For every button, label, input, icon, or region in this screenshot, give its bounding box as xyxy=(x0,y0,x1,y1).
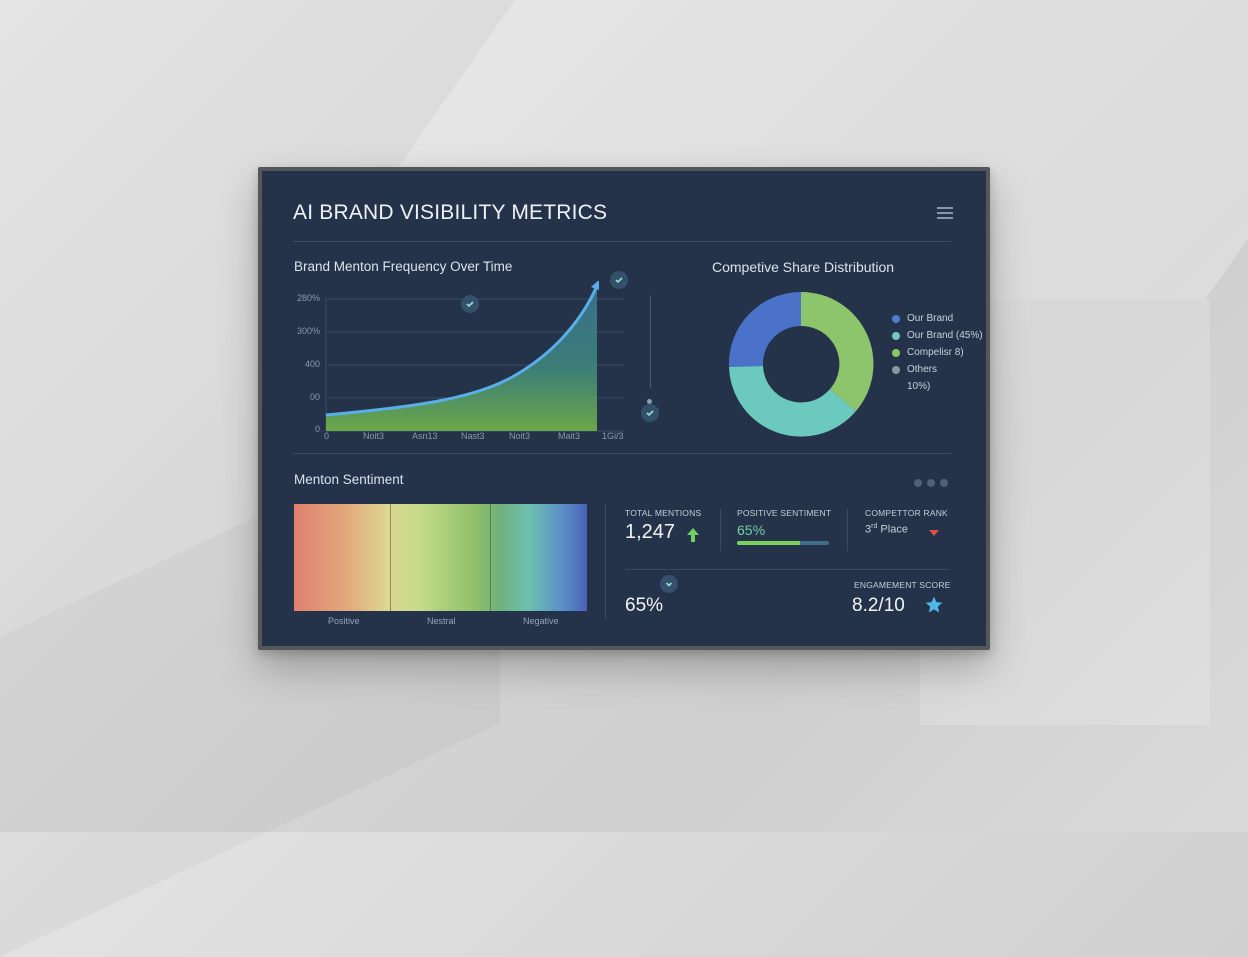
arrow-up-icon xyxy=(687,528,699,542)
legend-dot-icon xyxy=(892,331,900,340)
y-tick: 280% xyxy=(296,293,320,303)
legend-label: Our Brand (45%) xyxy=(907,330,983,341)
sentiment-percent-value: 65% xyxy=(625,595,664,616)
legend-dot-icon xyxy=(892,314,900,323)
pie-chart-title: Competive Share Distribution xyxy=(712,259,895,275)
scroll-track[interactable] xyxy=(650,295,651,388)
line-chart-title: Brand Menton Frequency Over Time xyxy=(294,259,513,274)
legend-item[interactable]: Our Brand (45%) xyxy=(892,327,983,344)
x-tick: 1Gi/3 xyxy=(602,431,624,441)
section-divider xyxy=(293,453,951,454)
line-chart-plot xyxy=(325,281,624,432)
y-tick: 0 xyxy=(314,424,320,434)
legend-label: Others xyxy=(907,364,938,375)
arrow-down-icon xyxy=(929,530,939,536)
checkmark-icon[interactable] xyxy=(641,404,659,422)
y-tick: 400 xyxy=(304,359,320,369)
stats-divider xyxy=(605,504,606,619)
engagement-score-label: ENGAMEMENT SCORE xyxy=(854,580,951,590)
checkmark-icon[interactable] xyxy=(610,271,628,289)
legend-dot-icon xyxy=(892,348,900,357)
legend-item[interactable]: Others xyxy=(892,361,983,378)
x-tick: Asn13 xyxy=(412,431,438,441)
header-divider xyxy=(293,241,951,242)
page-title: AI BRAND VISIBILITY METRICS xyxy=(293,201,608,224)
x-tick: Noit3 xyxy=(363,431,385,441)
y-tick: 00 xyxy=(309,392,320,402)
y-tick: 300% xyxy=(296,326,320,336)
heatmap-separator xyxy=(390,504,391,611)
positive-sentiment-label: POSITIVE SENTIMENT xyxy=(737,508,832,518)
chevron-down-icon[interactable] xyxy=(660,575,678,593)
engagement-score-value: 8.2/10 xyxy=(852,595,905,616)
legend-label: Our Brand xyxy=(907,313,954,324)
legend-label: Compelisr 8) xyxy=(907,347,964,358)
stats-divider xyxy=(720,509,721,551)
checkmark-icon[interactable] xyxy=(461,295,479,313)
positive-sentiment-value: 65% xyxy=(737,522,766,538)
dashboard-screen: AI BRAND VISIBILITY METRICS Brand Menton… xyxy=(262,171,986,646)
total-mentions-value: 1,247 xyxy=(625,521,676,543)
donut-chart xyxy=(728,291,874,437)
stats-row-divider xyxy=(625,569,949,570)
line-chart: 280% 300% 400 00 0 0 Noit3 Asn13 Nast3 N… xyxy=(294,271,664,451)
competitor-rank-label: COMPETTOR RANK xyxy=(865,508,948,518)
legend-extra-text: 10%) xyxy=(907,381,931,392)
hamburger-menu-icon[interactable] xyxy=(937,207,953,219)
x-tick: 0 xyxy=(324,431,330,441)
x-tick: Nast3 xyxy=(461,431,485,441)
legend-dot-icon xyxy=(892,365,900,374)
star-icon xyxy=(925,596,943,613)
heatmap-label: Positive xyxy=(328,616,360,626)
x-tick: Noit3 xyxy=(509,431,531,441)
scroll-handle[interactable] xyxy=(647,399,652,404)
monitor-frame: AI BRAND VISIBILITY METRICS Brand Menton… xyxy=(258,167,990,650)
heatmap-label: Nestral xyxy=(427,616,456,626)
pie-legend: Our Brand Our Brand (45%) Compelisr 8) O… xyxy=(892,310,983,395)
competitor-rank-value: 3rd Place xyxy=(865,523,908,536)
heatmap-separator xyxy=(490,504,491,611)
heatmap-label: Negative xyxy=(523,616,559,626)
total-mentions-label: TOTAL MENTIONS xyxy=(625,508,702,518)
sentiment-heatmap xyxy=(294,504,587,611)
more-options-icon[interactable] xyxy=(914,479,948,487)
legend-item[interactable]: Compelisr 8) xyxy=(892,344,983,361)
sentiment-title: Menton Sentiment xyxy=(294,472,404,487)
x-tick: Mait3 xyxy=(558,431,581,441)
stats-divider xyxy=(847,509,848,551)
legend-item[interactable]: Our Brand xyxy=(892,310,983,327)
positive-sentiment-progress xyxy=(737,541,829,545)
